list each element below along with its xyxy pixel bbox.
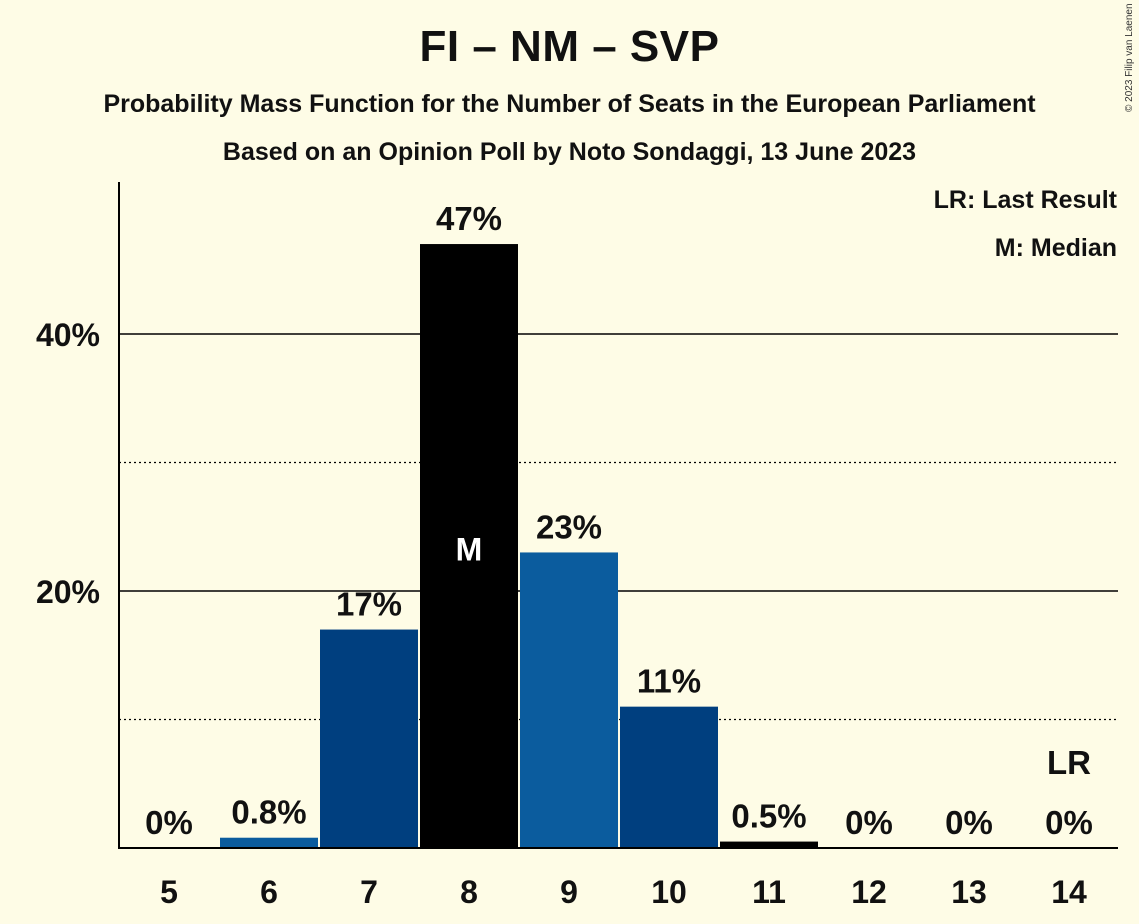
data-label-12: 0% [845,804,893,841]
x-tick-label-9: 9 [560,874,578,910]
chart-subtitle-source: Based on an Opinion Poll by Noto Sondagg… [222,138,917,166]
data-label-9: 23% [536,508,602,545]
y-tick-label-40: 40% [36,317,100,353]
data-label-6: 0.8% [231,794,306,831]
chart-title: FI – NM – SVP [419,22,720,71]
x-tick-label-14: 14 [1051,874,1087,910]
bar-11 [720,841,818,848]
bar-10 [620,706,718,848]
x-tick-label-7: 7 [360,874,378,910]
legend-last-result: LR: Last Result [933,186,1117,214]
data-label-8: 47% [436,200,502,237]
x-tick-label-6: 6 [260,874,278,910]
x-tick-label-11: 11 [752,874,786,910]
legend-median: M: Median [994,234,1117,262]
x-tick-label-10: 10 [651,874,687,910]
data-label-5: 0% [145,804,193,841]
data-label-11: 0.5% [731,798,806,835]
data-label-10: 11% [637,663,701,700]
bar-8 [420,244,518,849]
chart-subtitle: Probability Mass Function for the Number… [103,90,1036,118]
x-tick-label-8: 8 [460,874,478,910]
bar-9 [520,552,618,848]
y-tick-label-20: 20% [36,574,100,610]
x-tick-label-12: 12 [851,874,887,910]
data-label-14: 0% [1045,804,1093,841]
x-tick-label-5: 5 [160,874,178,910]
bar-7 [320,629,418,848]
x-tick-label-13: 13 [951,874,987,910]
last-result-marker: LR [1047,744,1091,781]
median-marker: M [456,531,483,567]
data-label-7: 17% [336,586,402,623]
bar-6 [220,837,318,848]
data-label-13: 0% [945,804,993,841]
